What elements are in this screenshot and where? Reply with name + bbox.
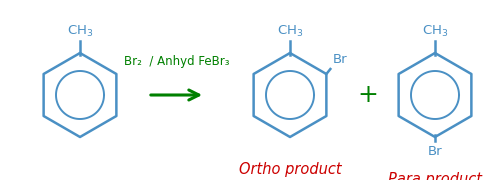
- Text: Br: Br: [428, 145, 442, 158]
- Text: Para product: Para product: [388, 172, 482, 180]
- Text: CH$_3$: CH$_3$: [277, 24, 303, 39]
- Text: CH$_3$: CH$_3$: [67, 24, 93, 39]
- Text: CH$_3$: CH$_3$: [422, 24, 448, 39]
- Text: Br: Br: [332, 53, 347, 66]
- Text: Ortho product: Ortho product: [238, 162, 342, 177]
- Text: +: +: [358, 83, 378, 107]
- Text: Br₂  / Anhyd FeBr₃: Br₂ / Anhyd FeBr₃: [124, 55, 230, 68]
